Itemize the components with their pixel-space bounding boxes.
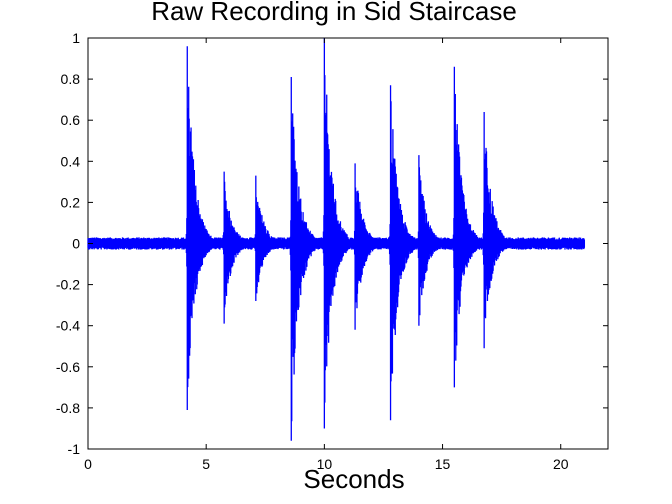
y-tick-label: 0.8: [61, 71, 81, 87]
x-tick-label: 0: [84, 456, 92, 472]
y-tick-label: 0.2: [61, 194, 81, 210]
y-tick-label: 0.4: [61, 153, 81, 169]
x-tick-label: 15: [435, 456, 451, 472]
y-tick-label: 0.6: [61, 112, 81, 128]
y-axis: 1 0.8 0.6 0.4 0.2 0 -0.2 -0.4 -0.6 -0.8 -1: [56, 30, 608, 457]
chart-title: Raw Recording in Sid Staircase: [151, 0, 517, 26]
y-tick-label: -1: [68, 441, 81, 457]
y-tick-label: -0.2: [56, 277, 80, 293]
x-tick-label: 20: [553, 456, 569, 472]
x-tick-label: 5: [202, 456, 210, 472]
y-tick-label: -0.4: [56, 318, 80, 334]
y-tick-label: -0.6: [56, 359, 80, 375]
y-tick-label: 1: [72, 30, 80, 46]
x-axis-label: Seconds: [303, 464, 404, 494]
y-tick-label: -0.8: [56, 400, 80, 416]
x-axis: 0 5 10 15 20: [84, 38, 569, 472]
x-tick-label: 10: [317, 456, 333, 472]
y-tick-label: 0: [72, 236, 80, 252]
